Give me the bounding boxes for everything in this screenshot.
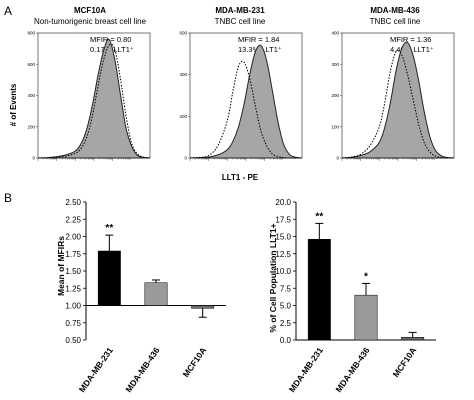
bar [307,239,331,341]
y-tick-label: 200 [331,93,339,98]
histogram-dotted-series [341,50,455,159]
y-tick-label: 1.50 [65,267,81,276]
y-tick-label: 15.0 [275,233,291,242]
y-tick-label: 300 [331,62,339,67]
hist3-title: MDA-MB-436 [370,6,420,15]
category-label: MDA-MB-436 [333,345,371,394]
histogram-mda-mb-436: 0 100 200 300 400 [331,31,455,161]
bar [401,336,425,341]
y-tick-label: 0.0 [280,336,292,345]
histogram-filled-series [341,41,455,159]
y-tick-label: 7.5 [280,284,292,293]
bar [144,282,168,306]
y-tick-label: 17.5 [275,215,291,224]
bar [354,294,378,341]
y-tick-label: 400 [179,72,187,77]
significance-marker: ** [315,211,323,222]
hist3-subtitle: TNBC cell line [370,17,421,26]
y-tick-label: 200 [179,114,187,119]
hist3-mfir: MFIR = 1.36 [390,35,431,44]
y-tick-label: 400 [331,31,339,36]
y-tick-label: 2.00 [65,233,81,242]
y-tick-label: 1.25 [65,284,81,293]
y-tick-label: 1.75 [65,250,81,259]
histogram-mda-mb-231: 0 200 400 600 [179,31,303,161]
y-tick-label: 0.50 [65,336,81,345]
bar [191,305,215,309]
hist1-mfir: MFIR = 0.80 [90,35,131,44]
y-tick-label: 600 [27,62,35,67]
y-tick-label: 2.5 [280,319,292,328]
bar-chart-mean-mfir: 0.50 0.75 1.00 1.25 1.50 1.75 2.00 2.25 2.50 ** MD… [65,198,226,394]
hist2-mfir: MFIR = 1.84 [238,35,279,44]
significance-marker: ** [105,223,113,234]
hist2-subtitle: TNBC cell line [215,17,266,26]
bar2-ylabel: % of Cell Population LLT1+ [268,223,278,332]
panel-label-a: A [4,4,12,18]
histogram-mcf10a: 0 200 400 600 800 [27,31,151,161]
bar-chart-percent-llt1: 0.0 2.5 5.0 7.5 10.0 12.5 15.0 17.5 20.0 ** MDA-MB… [275,198,436,394]
category-label: MCF10A [181,345,209,379]
category-label: MDA-MB-436 [123,345,161,394]
y-tick-label: 0 [32,156,35,161]
y-tick-label: 2.50 [65,198,81,207]
bar1-ylabel: Mean of MFIRs [56,236,66,296]
hist1-title: MCF10A [74,6,106,15]
y-tick-label: 10.0 [275,267,291,276]
histogram-filled-series [189,44,303,159]
y-tick-label: 200 [27,124,35,129]
hist-ylabel: # of Events [9,83,18,126]
category-label: MDA-MB-231 [287,345,325,394]
y-tick-label: 0 [336,156,339,161]
hist-xlabel: LLT1 - PE [222,173,259,182]
y-tick-label: 0.75 [65,319,81,328]
y-tick-label: 400 [27,93,35,98]
histogram-dotted-series [189,60,302,159]
bar [97,250,121,306]
hist1-subtitle: Non-tumorigenic breast cell line [34,17,147,26]
y-tick-label: 100 [331,124,339,129]
hist2-title: MDA-MB-231 [215,6,265,15]
hist3-pct: 4.46% LLT1⁺ [390,45,434,54]
y-tick-label: 800 [27,31,35,36]
panel-label-b: B [4,191,12,205]
y-tick-label: 20.0 [275,198,291,207]
y-tick-label: 12.5 [275,250,291,259]
histogram-filled-series [37,38,151,159]
category-label: MDA-MB-231 [77,345,115,394]
y-tick-label: 600 [179,31,187,36]
significance-marker: * [364,271,368,282]
histogram-dotted-series [37,43,151,159]
y-tick-label: 1.00 [65,302,81,311]
y-tick-label: 5.0 [280,302,292,311]
category-label: MCF10A [391,345,419,379]
y-tick-label: 2.25 [65,215,81,224]
y-tick-label: 0 [184,156,187,161]
